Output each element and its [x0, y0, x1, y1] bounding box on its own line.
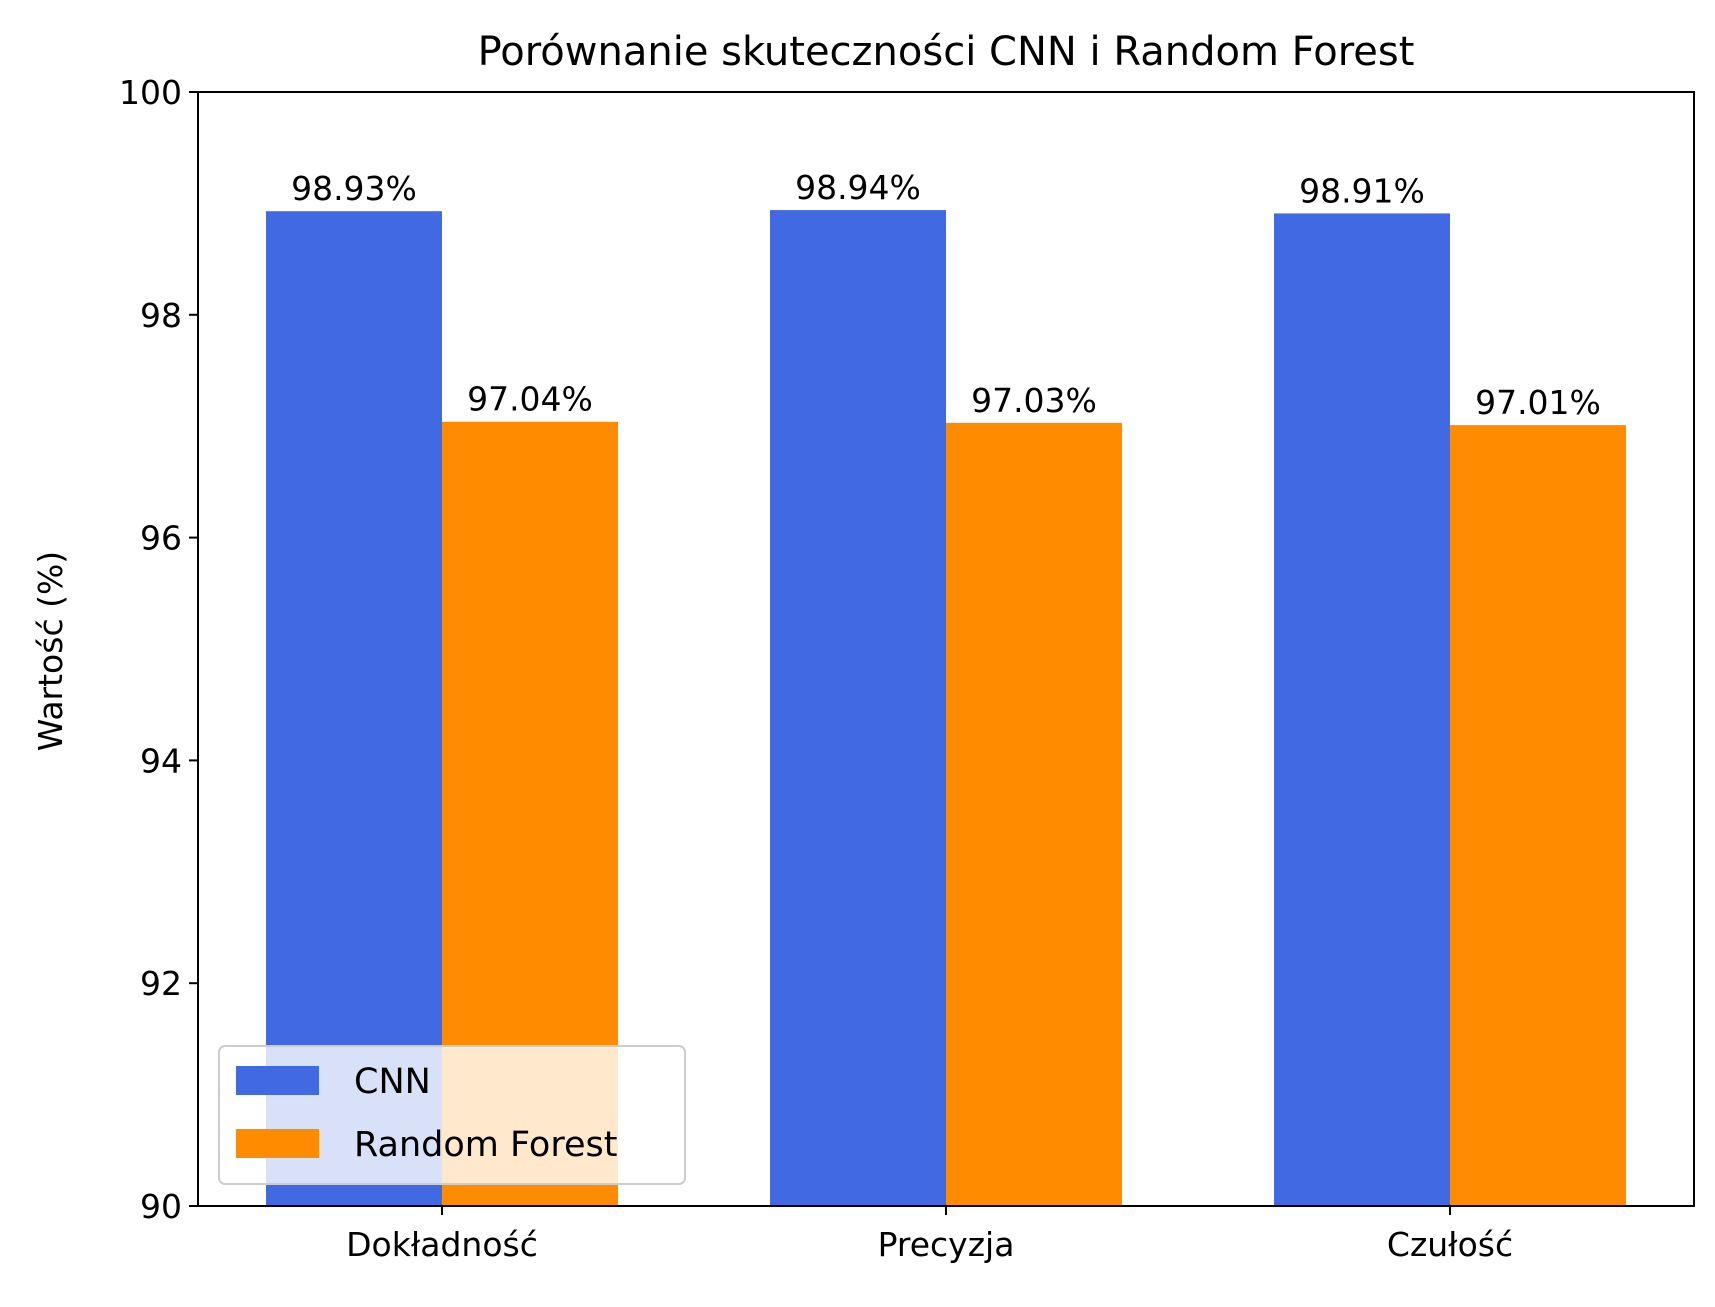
bar [946, 422, 1122, 1206]
bars-group [266, 210, 1626, 1207]
legend-swatch [236, 1066, 319, 1095]
data-label: 98.91% [1299, 171, 1425, 210]
y-tick-label: 96 [140, 519, 182, 558]
data-label: 98.94% [795, 168, 921, 207]
y-tick-label: 92 [140, 964, 182, 1003]
bar [266, 211, 442, 1206]
y-tick-label: 98 [140, 296, 182, 335]
legend: CNN Random Forest [218, 1045, 686, 1185]
y-axis-label: Wartość (%) [31, 551, 70, 751]
y-axis: 90 92 94 96 98 100 [119, 73, 198, 1226]
legend-label: CNN [354, 1062, 431, 1102]
bar [770, 210, 946, 1207]
legend-label: Random Forest [354, 1125, 617, 1165]
legend-box [218, 1045, 686, 1185]
chart-title: Porównanie skuteczności CNN i Random For… [478, 29, 1415, 75]
legend-swatch [236, 1129, 319, 1158]
x-tick-label: Czułość [1387, 1225, 1513, 1264]
data-label: 97.04% [467, 380, 593, 419]
bar [1274, 213, 1450, 1206]
bar [1450, 425, 1626, 1206]
y-tick-label: 94 [140, 741, 182, 780]
data-label: 98.93% [291, 169, 417, 208]
x-tick-label: Precyzja [878, 1225, 1015, 1264]
data-labels-group: 98.93% 98.94% 98.91% 97.04% 97.03% 97.01% [291, 168, 1601, 422]
data-label: 97.03% [971, 381, 1097, 420]
x-axis: Dokładność Precyzja Czułość [346, 1206, 1513, 1264]
y-tick-label: 100 [119, 73, 182, 112]
data-label: 97.01% [1475, 383, 1601, 422]
x-tick-label: Dokładność [346, 1225, 538, 1264]
y-tick-label: 90 [140, 1187, 182, 1226]
